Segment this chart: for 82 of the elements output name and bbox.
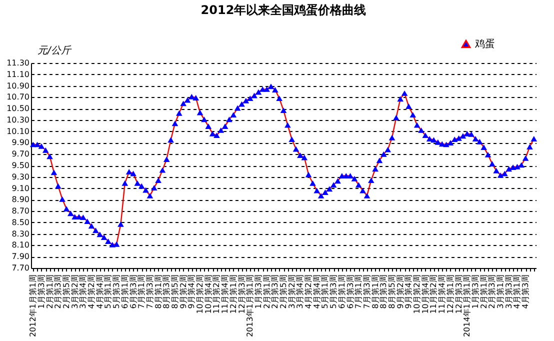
x-tick-label: 2月第1周 bbox=[479, 274, 488, 309]
x-tick-label: 10月第4周 bbox=[420, 274, 430, 314]
x-tick-label: 4月第2周 bbox=[87, 274, 96, 309]
x-tick-label: 4月第1周 bbox=[512, 274, 522, 309]
x-tick-label: 8月第3周 bbox=[379, 274, 388, 309]
x-tick-label: 8月第1周 bbox=[154, 274, 163, 309]
y-tick-label: 8.10 bbox=[12, 240, 30, 250]
x-tick-label: 5月第3周 bbox=[112, 274, 122, 309]
y-tick-label: 8.50 bbox=[12, 218, 30, 227]
x-tick-label: 12月第3周 bbox=[454, 274, 464, 314]
x-tick-label: 11月第4周 bbox=[220, 274, 230, 314]
x-tick-label: 5月第1周 bbox=[104, 274, 113, 309]
x-tick-label: 7月第3周 bbox=[362, 274, 372, 309]
x-tick-label: 3月第4周 bbox=[78, 274, 88, 309]
x-tick-label: 1月第3周 bbox=[36, 274, 46, 309]
x-tick-label: 2月第3周 bbox=[270, 274, 280, 309]
x-tick-label: 2月第3周 bbox=[488, 274, 497, 309]
x-tick-label: 8月第5周 bbox=[388, 274, 397, 309]
x-tick-label: 4月第2周 bbox=[304, 274, 314, 309]
x-tick-label: 8月第5周 bbox=[170, 274, 180, 309]
x-tick-label: 6月第3周 bbox=[346, 274, 355, 309]
x-tick-label: 2012年1月第1周 bbox=[28, 274, 38, 338]
x-tick-label: 5月第3周 bbox=[329, 274, 338, 309]
x-tick-label: 4月第4周 bbox=[312, 274, 322, 309]
x-tick-label: 3月第4周 bbox=[296, 274, 305, 309]
y-tick-label: 8.90 bbox=[12, 195, 30, 204]
x-tick-label: 9月第4周 bbox=[187, 274, 196, 309]
x-tick-label: 6月第1周 bbox=[120, 274, 130, 309]
x-tick-label: 11月第4周 bbox=[438, 274, 447, 314]
x-tick-label: 2月第5周 bbox=[62, 274, 71, 309]
x-tick-label: 4月第3周 bbox=[521, 274, 530, 309]
x-tick-label: 8月第3周 bbox=[162, 274, 172, 309]
x-tick-label: 12月第1周 bbox=[228, 274, 238, 314]
x-tick-label: 2014年1月第1周 bbox=[462, 274, 472, 338]
x-tick-label: 1月第3周 bbox=[254, 274, 263, 309]
x-tick-label: 10月第2周 bbox=[412, 274, 422, 314]
x-tick-label: 2月第1周 bbox=[262, 274, 272, 309]
x-tick-label: 3月第3周 bbox=[504, 274, 514, 309]
y-tick-label: 9.30 bbox=[12, 172, 30, 182]
x-tick-label: 8月第1周 bbox=[370, 274, 380, 309]
x-tick-label: 5月第1周 bbox=[320, 274, 330, 309]
x-tick-label: 2013年1月第1周 bbox=[246, 274, 255, 338]
y-tick-label: 8.30 bbox=[12, 229, 30, 238]
x-tick-label: 3月第2周 bbox=[287, 274, 296, 309]
y-axis-title: 元/公斤 bbox=[38, 44, 72, 56]
y-tick-label: 11.10 bbox=[6, 70, 30, 79]
x-tick-label: 2月第5周 bbox=[279, 274, 288, 309]
x-tick-label: 6月第3周 bbox=[128, 274, 138, 309]
y-tick-label: 9.90 bbox=[12, 138, 30, 148]
x-tick-label: 1月第3周 bbox=[470, 274, 480, 309]
x-tick-label: 12月第1周 bbox=[446, 274, 455, 314]
x-tick-label: 9月第2周 bbox=[178, 274, 188, 309]
y-tick-label: 9.10 bbox=[12, 184, 30, 193]
x-tick-label: 12月第3周 bbox=[237, 274, 246, 314]
x-tick-label: 10月第2周 bbox=[196, 274, 205, 314]
x-tick-label: 7月第3周 bbox=[145, 274, 154, 309]
x-tick-label: 3月第2周 bbox=[70, 274, 80, 309]
y-tick-label: 8.70 bbox=[12, 206, 30, 216]
x-tick-label: 6月第1周 bbox=[337, 274, 346, 309]
x-tick-label: 3月第1周 bbox=[496, 274, 506, 309]
y-tick-label: 7.90 bbox=[12, 252, 30, 262]
y-tick-label: 10.70 bbox=[6, 92, 30, 102]
x-tick-label: 4月第4周 bbox=[95, 274, 104, 309]
y-tick-label: 10.30 bbox=[6, 115, 30, 124]
y-tick-label: 9.50 bbox=[12, 161, 30, 170]
legend-label: 鸡蛋 bbox=[474, 38, 495, 50]
x-tick-label: 11月第2周 bbox=[212, 274, 222, 314]
x-tick-label: 9月第4周 bbox=[404, 274, 414, 309]
y-tick-label: 10.50 bbox=[6, 104, 30, 114]
x-tick-label: 9月第2周 bbox=[396, 274, 405, 309]
x-tick-label: 7月第1周 bbox=[137, 274, 146, 309]
y-tick-label: 9.70 bbox=[12, 150, 30, 159]
x-tick-label: 7月第1周 bbox=[354, 274, 364, 309]
x-tick-label: 11月第2周 bbox=[429, 274, 438, 314]
x-tick-label: 10月第4周 bbox=[204, 274, 213, 314]
x-tick-label: 2月第3周 bbox=[54, 274, 63, 309]
y-tick-label: 11.30 bbox=[6, 58, 30, 68]
y-tick-label: 10.10 bbox=[6, 126, 30, 136]
chart-title: 2012年以来全国鸡蛋价格曲线 bbox=[200, 3, 366, 17]
y-tick-label: 7.70 bbox=[12, 264, 30, 272]
y-tick-label: 10.90 bbox=[6, 81, 30, 90]
x-tick-label: 2月第1周 bbox=[45, 274, 54, 309]
